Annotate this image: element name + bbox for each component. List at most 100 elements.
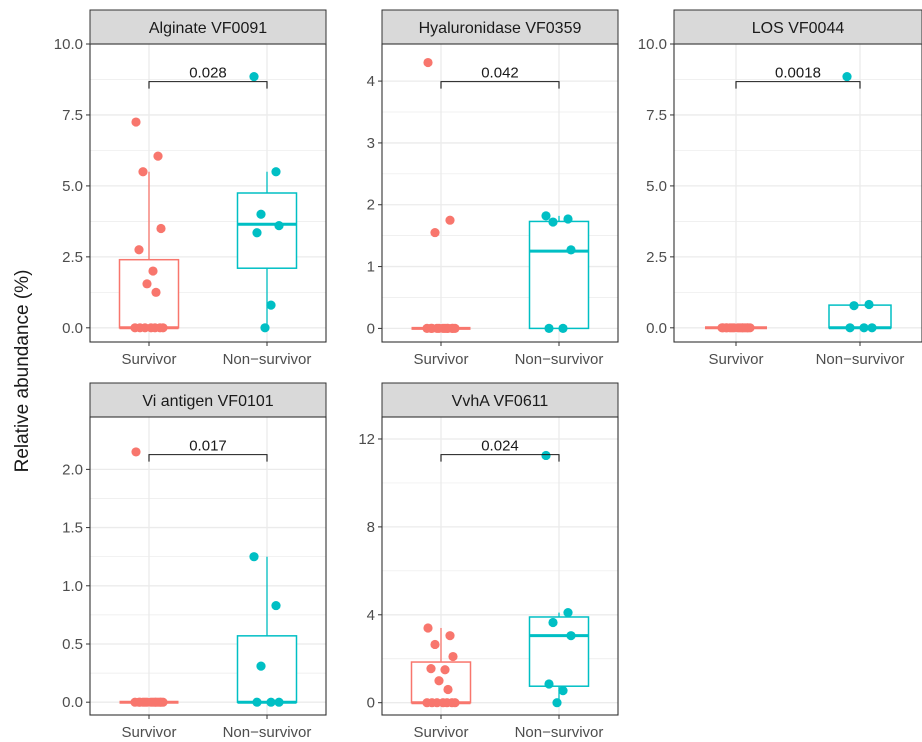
data-point xyxy=(252,228,262,238)
x-tick-label: Non−survivor xyxy=(223,351,312,368)
y-tick-label: 0 xyxy=(367,695,375,712)
bracket-line xyxy=(148,81,268,89)
data-point xyxy=(271,600,281,611)
y-tick-label: 0 xyxy=(367,320,375,337)
data-point xyxy=(552,698,562,708)
data-point xyxy=(845,323,855,333)
data-point xyxy=(745,323,755,333)
data-point xyxy=(443,684,453,695)
data-point xyxy=(260,323,270,333)
data-point xyxy=(131,447,141,457)
box-non-survivor xyxy=(236,171,298,328)
bracket-line xyxy=(148,454,268,462)
data-point xyxy=(440,665,450,675)
y-axis-label: Relative abundance (%) xyxy=(12,270,33,473)
data-point xyxy=(430,227,440,238)
data-point xyxy=(426,664,436,674)
facet-strip xyxy=(673,9,922,45)
y-tick-label: 2.0 xyxy=(62,461,83,478)
facet-strip xyxy=(89,382,327,418)
data-point xyxy=(430,639,440,650)
box-iqr xyxy=(236,192,298,269)
panel-2: Hyaluronidase VF0359 0 1 2 3 4 Survivor Non−sur… xyxy=(367,9,619,368)
data-point xyxy=(566,631,576,641)
facet-title: Hyaluronidase VF0359 xyxy=(419,20,582,37)
data-point xyxy=(158,697,168,707)
data-point xyxy=(563,214,573,224)
data-point xyxy=(548,617,558,628)
data-point xyxy=(142,279,152,289)
y-tick-label: 12 xyxy=(358,431,375,448)
facet-title: VvhA VF0611 xyxy=(452,393,549,410)
y-tick-label: 10.0 xyxy=(54,36,83,53)
data-point xyxy=(563,607,573,618)
facet-strip xyxy=(381,382,619,418)
data-point xyxy=(842,72,852,82)
x-tick-label: Survivor xyxy=(413,351,468,368)
data-point xyxy=(442,323,452,333)
data-point xyxy=(158,323,168,333)
x-tick-label: Survivor xyxy=(121,724,176,741)
box-non-survivor xyxy=(528,215,590,330)
data-point xyxy=(566,245,576,255)
y-tick-label: 3 xyxy=(367,135,375,152)
data-point xyxy=(558,323,568,333)
box-non-survivor xyxy=(528,612,590,703)
box-iqr xyxy=(236,635,298,703)
y-tick-label: 7.5 xyxy=(62,107,83,124)
data-point xyxy=(548,217,558,227)
y-tick-label: 1.0 xyxy=(62,578,83,595)
bracket-line xyxy=(440,454,560,462)
y-tick-label: 1 xyxy=(367,259,375,276)
data-point xyxy=(256,661,266,671)
bracket-line xyxy=(440,81,560,89)
data-point xyxy=(266,300,276,310)
x-tick-label: Non−survivor xyxy=(223,724,312,741)
data-point xyxy=(274,697,284,707)
data-point xyxy=(541,211,551,221)
data-point xyxy=(450,323,460,333)
data-point xyxy=(134,245,144,255)
data-point xyxy=(249,552,259,562)
data-point xyxy=(153,151,163,161)
facet-strip xyxy=(381,9,619,45)
x-tick-label: Non−survivor xyxy=(816,351,905,368)
y-tick-label: 2.5 xyxy=(646,249,667,266)
data-point xyxy=(427,323,437,333)
panel-border xyxy=(381,416,619,716)
data-point xyxy=(737,323,747,333)
y-tick-label: 0.0 xyxy=(62,320,83,337)
data-point xyxy=(864,299,874,310)
significance-bracket: 0.024 xyxy=(440,438,560,462)
data-point xyxy=(151,287,161,297)
x-tick-label: Survivor xyxy=(413,724,468,741)
data-point xyxy=(138,167,148,177)
data-point xyxy=(150,697,160,707)
x-tick-label: Non−survivor xyxy=(515,351,604,368)
facet-strip xyxy=(89,9,327,45)
y-tick-label: 0.0 xyxy=(646,320,667,337)
data-point xyxy=(445,631,455,641)
x-tick-label: Survivor xyxy=(121,351,176,368)
p-value-label: 0.017 xyxy=(189,438,227,455)
significance-bracket: 0.028 xyxy=(148,65,268,89)
panel-border xyxy=(89,43,327,343)
y-tick-label: 5.0 xyxy=(62,178,83,195)
data-point xyxy=(450,698,460,708)
x-tick-label: Non−survivor xyxy=(515,724,604,741)
data-point xyxy=(544,323,554,333)
data-point xyxy=(849,301,859,311)
facet-title: Vi antigen VF0101 xyxy=(142,393,273,410)
data-point xyxy=(544,679,554,689)
y-tick-label: 5.0 xyxy=(646,178,667,195)
data-point xyxy=(558,686,568,696)
data-point xyxy=(423,57,433,68)
data-point xyxy=(423,623,433,633)
y-tick-label: 7.5 xyxy=(646,107,667,124)
data-point xyxy=(541,450,551,461)
data-point xyxy=(867,323,877,333)
facet-title: Alginate VF0091 xyxy=(149,20,267,37)
y-tick-label: 10.0 xyxy=(638,36,667,53)
y-tick-label: 8 xyxy=(367,519,375,536)
